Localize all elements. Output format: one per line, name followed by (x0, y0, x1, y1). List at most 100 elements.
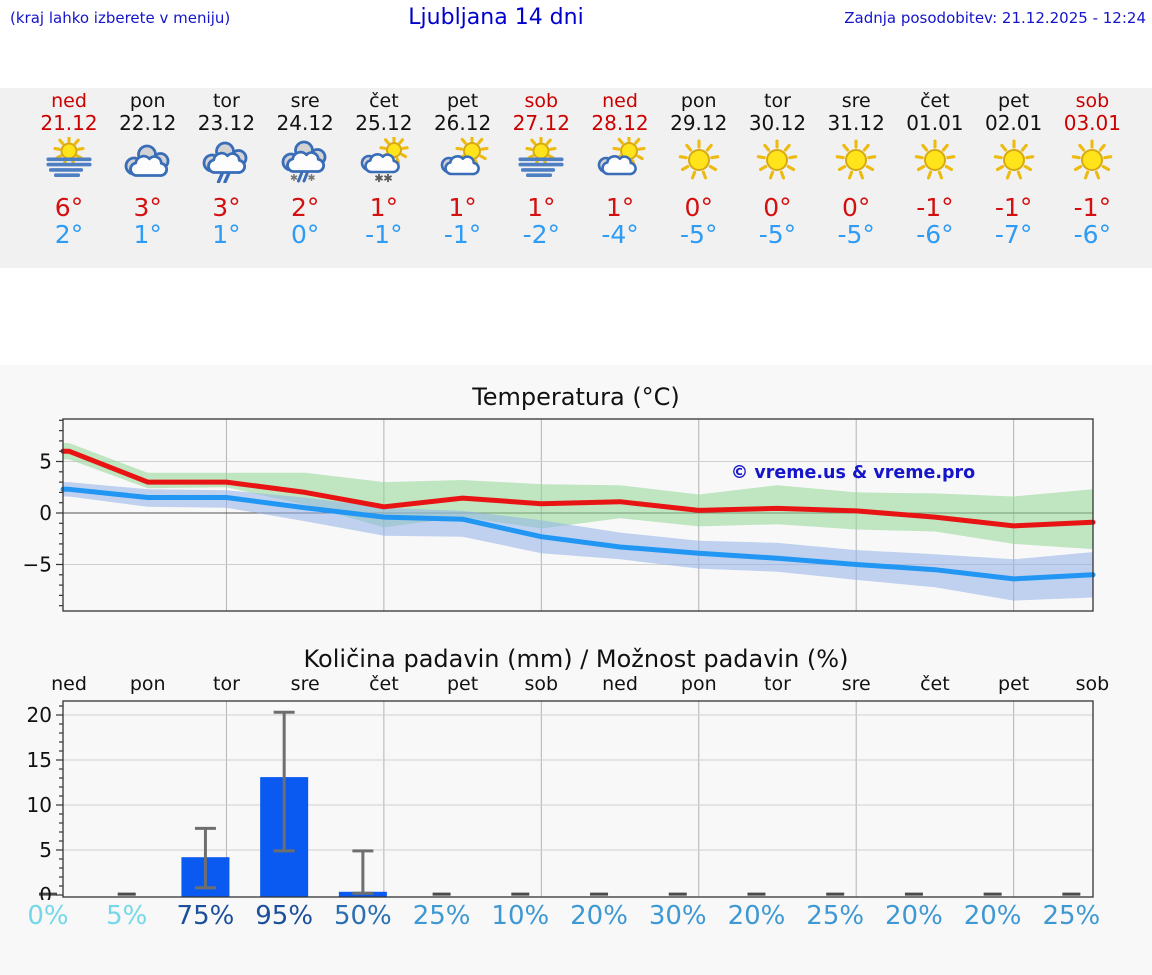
precip-day-label: ned (51, 673, 87, 695)
last-update-label: Zadnja posodobitev: 21.12.2025 - 12:24 (844, 9, 1146, 27)
min-temp-label: -2° (522, 220, 561, 249)
day-date-label: 24.12 (276, 111, 334, 135)
menu-hint-note: (kraj lahko izberete v meniju) (10, 9, 231, 27)
max-temp-label: -1° (1073, 193, 1112, 222)
day-name-label: ned (602, 90, 638, 112)
forecast-day-column: čet 25.12 1° -1° (345, 91, 423, 248)
precip-day-label: čet (920, 673, 950, 695)
precip-probability-label: 20% (963, 901, 1022, 931)
forecast-day-column: čet 01.01 -1° -6° (896, 91, 974, 248)
min-temp-label: 2° (54, 220, 84, 249)
day-date-label: 02.01 (984, 111, 1043, 135)
forecast-day-column: pet 26.12 1° -1° (424, 91, 502, 248)
max-temp-label: 0° (684, 193, 713, 222)
day-date-label: 21.12 (40, 111, 98, 135)
day-date-label: 03.01 (1063, 111, 1121, 135)
max-temp-label: 1° (369, 193, 399, 222)
max-temp-label: 1° (605, 193, 635, 222)
max-temp-label: 0° (841, 193, 871, 222)
precip-day-label: pet (998, 673, 1030, 695)
precip-probability-label: 10% (491, 901, 550, 931)
sleet-icon (266, 137, 344, 187)
precip-probability-label: 5% (106, 901, 148, 931)
min-temp-label: -4° (601, 220, 639, 249)
sunny-icon (660, 137, 738, 187)
precip-day-label: pon (680, 673, 717, 695)
charts-section: Temperatura (°C) −5 0 5 © vreme.us & vreme.… (0, 365, 1152, 975)
sun-cloud-icon (424, 137, 502, 187)
min-temp-label: -7° (994, 220, 1033, 249)
sun-cloud-icon (581, 137, 659, 187)
rain-icon (187, 137, 265, 187)
min-temp-label: 0° (290, 220, 320, 249)
precip-day-label: ned (602, 673, 638, 695)
max-temp-label: 0° (763, 193, 792, 222)
precip-probability-label: 30% (648, 901, 707, 931)
precip-day-label: pon (129, 673, 166, 695)
forecast-day-column: pon 22.12 3° 1° (109, 91, 187, 248)
precip-day-label: pet (446, 673, 479, 695)
day-name-label: sob (524, 90, 559, 112)
precip-day-label: sre (841, 673, 871, 695)
sunny-icon (738, 137, 816, 187)
forecast-day-column: ned 28.12 1° -4° (581, 91, 659, 248)
day-name-label: pet (998, 90, 1030, 112)
forecast-day-column: tor 23.12 3° 1° (187, 91, 265, 248)
day-date-label: 27.12 (512, 111, 570, 135)
min-temp-label: -6° (1073, 220, 1112, 249)
precip-probability-label: 20% (885, 901, 943, 931)
forecast-day-column: sre 31.12 0° -5° (817, 91, 895, 248)
forecast-day-column: tor 30.12 0° -5° (738, 91, 816, 248)
sunny-icon (975, 137, 1053, 187)
min-temp-label: -6° (916, 220, 954, 249)
sunny-icon (896, 137, 974, 187)
precip-day-label: čet (369, 673, 399, 695)
min-temp-label: 1° (133, 220, 162, 249)
forecast-day-column: sob 27.12 1° -2° (502, 91, 580, 248)
day-date-label: 28.12 (591, 111, 649, 135)
precip-day-label: sob (1075, 673, 1110, 695)
precip-probability-label: 20% (727, 901, 786, 931)
precip-probability-label: 25% (806, 901, 865, 931)
min-temp-label: -5° (758, 220, 797, 249)
svg-text:−5: −5 (23, 553, 52, 577)
day-date-label: 26.12 (433, 111, 492, 135)
max-temp-label: 6° (54, 193, 84, 222)
snow-sun-cloud-icon (345, 137, 423, 187)
max-temp-label: 3° (133, 193, 162, 222)
day-date-label: 31.12 (827, 111, 885, 135)
svg-text:0: 0 (39, 501, 52, 525)
precipitation-chart-title: Količina padavin (mm) / Možnost padavin … (303, 645, 849, 673)
precip-probability-label: 50% (333, 901, 392, 931)
svg-text:10: 10 (27, 793, 52, 817)
precip-day-label: tor (212, 673, 240, 695)
precip-day-label: tor (764, 673, 791, 695)
sunny-icon (1053, 137, 1131, 187)
max-temp-label: -1° (916, 193, 954, 222)
svg-text:0: 0 (39, 883, 52, 900)
precip-day-label: sob (524, 673, 559, 695)
precip-day-label: sre (290, 673, 320, 695)
min-temp-label: -5° (837, 220, 875, 249)
day-name-label: čet (920, 90, 950, 112)
max-temp-label: 1° (448, 193, 477, 222)
max-temp-label: 3° (212, 193, 241, 222)
precip-probability-label: 25% (412, 901, 471, 931)
day-name-label: tor (212, 90, 240, 112)
sunny-icon (817, 137, 895, 187)
svg-text:5: 5 (39, 450, 52, 474)
temperature-chart: −5 0 5 © vreme.us & vreme.pro (23, 418, 1096, 612)
forecast-day-column: sre 24.12 2° 0° (266, 91, 344, 248)
cloudy-icon (109, 137, 187, 187)
day-name-label: ned (51, 90, 87, 112)
day-name-label: pet (446, 90, 479, 112)
precip-probability-label: 0% (27, 901, 69, 931)
min-temp-label: 1° (212, 220, 241, 249)
day-date-label: 25.12 (355, 111, 413, 135)
day-name-label: tor (764, 90, 791, 112)
day-name-label: sre (290, 90, 320, 112)
precip-probability-label: 25% (1042, 901, 1101, 931)
svg-text:15: 15 (27, 748, 52, 772)
day-date-label: 22.12 (119, 111, 177, 135)
